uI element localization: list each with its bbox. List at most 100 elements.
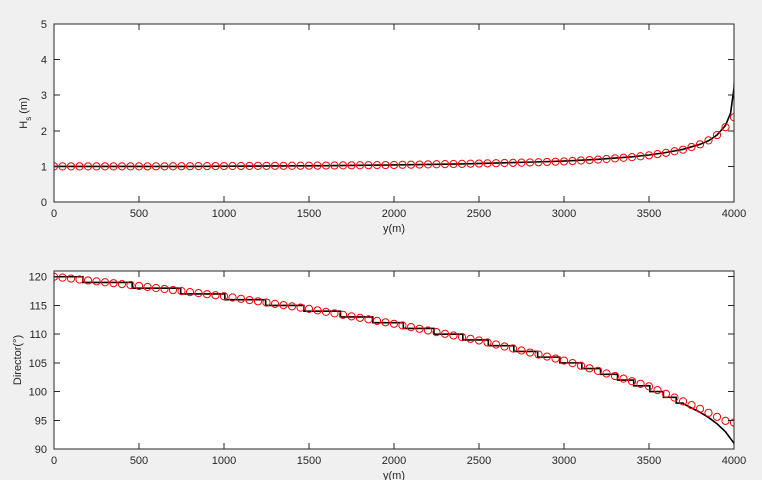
data-point	[610, 371, 620, 381]
data-point	[160, 284, 169, 294]
data-point	[432, 160, 441, 169]
data-point	[576, 361, 586, 370]
data-point	[168, 285, 178, 295]
data-point	[627, 377, 637, 386]
data-point	[296, 161, 305, 170]
y-axis: 0 1 2 3 4 5 Hs (m)	[18, 19, 734, 209]
data-point	[117, 279, 127, 289]
data-point	[466, 159, 475, 168]
data-point	[678, 145, 688, 154]
data-point	[202, 162, 212, 171]
data-point	[619, 374, 628, 383]
data-point	[712, 412, 722, 421]
data-point	[347, 161, 356, 170]
y-tick-label: 0	[41, 197, 47, 209]
data-point	[338, 310, 348, 319]
data-point	[330, 309, 339, 318]
data-point	[508, 344, 518, 353]
data-point	[253, 297, 263, 306]
data-point	[432, 328, 441, 337]
data-point	[525, 158, 535, 167]
data-point	[653, 150, 662, 159]
data-point	[304, 161, 314, 170]
series-line	[54, 275, 734, 444]
data-point	[398, 160, 407, 169]
data-point	[483, 338, 492, 347]
y-tick-label: 2	[41, 126, 47, 138]
x-axis: 0 500 1000 1500 2000 2500 3000 3500 4000 y(m)	[51, 271, 746, 480]
data-point	[126, 280, 135, 290]
data-point	[670, 147, 679, 156]
data-point	[695, 140, 705, 149]
data-point	[474, 159, 484, 168]
data-point	[270, 299, 280, 308]
data-point	[151, 162, 161, 171]
data-point	[542, 157, 552, 167]
direction-subplot: 0 500 1000 1500 2000 2500 3000 3500 4000 y(m) 90 95…	[12, 270, 746, 480]
data-point	[712, 130, 722, 140]
data-point	[525, 348, 535, 357]
data-point	[585, 364, 594, 373]
data-point	[389, 160, 399, 170]
data-point	[75, 275, 84, 284]
data-point	[92, 277, 101, 286]
y-axis: 90 95 100 105 110 115 120 Director(°)	[12, 272, 734, 456]
data-point	[423, 326, 433, 335]
y-tick-label: 115	[29, 300, 47, 312]
data-point	[219, 292, 229, 301]
data-point	[245, 161, 254, 171]
plot-content	[54, 272, 734, 444]
data-point	[262, 298, 271, 307]
data-point	[415, 324, 424, 333]
x-tick-label: 0	[51, 208, 57, 220]
data-point	[287, 161, 297, 170]
data-point	[253, 161, 263, 170]
data-point	[457, 159, 467, 168]
y-tick-label: 3	[41, 90, 47, 102]
data-point	[457, 333, 467, 342]
marker-series	[54, 113, 734, 171]
data-point	[330, 161, 339, 170]
data-point	[75, 162, 84, 171]
x-tick-label: 1500	[297, 208, 321, 220]
data-point	[415, 160, 424, 169]
data-point	[372, 161, 382, 170]
y-tick-label: 90	[35, 444, 47, 456]
data-point	[491, 340, 501, 349]
data-point	[542, 352, 552, 361]
marker-series	[54, 272, 734, 427]
plot-content	[54, 70, 734, 171]
data-point	[279, 301, 288, 310]
data-point	[500, 342, 509, 351]
data-point	[381, 318, 390, 327]
data-point	[347, 312, 356, 321]
data-point	[100, 162, 110, 171]
data-point	[372, 316, 382, 325]
data-point	[644, 151, 654, 160]
x-tick-label: 1000	[212, 208, 236, 220]
data-point	[185, 162, 195, 171]
data-point	[704, 408, 713, 417]
x-tick-label: 3000	[552, 208, 576, 220]
hs-subplot: 0 500 1000 1500 2000 2500 3000 3500 4000 y(m) 0 1 2 3…	[18, 19, 746, 235]
data-point	[338, 161, 348, 170]
data-point	[619, 153, 628, 162]
data-point	[211, 291, 220, 300]
data-point	[228, 161, 237, 171]
data-point	[389, 319, 399, 328]
x-tick-label: 2000	[382, 455, 406, 467]
y-tick-label: 100	[29, 387, 47, 399]
x-tick-label: 2000	[382, 208, 406, 220]
data-point	[58, 273, 67, 282]
data-point	[313, 161, 322, 170]
data-point	[636, 152, 645, 161]
data-point	[687, 400, 696, 410]
data-point	[721, 123, 730, 132]
data-point	[440, 160, 450, 169]
data-point	[517, 158, 526, 167]
data-point	[219, 161, 229, 171]
x-tick-label: 4000	[722, 208, 746, 220]
y-axis-label: Director(°)	[12, 335, 24, 385]
data-point	[262, 161, 271, 170]
data-point	[406, 160, 416, 169]
